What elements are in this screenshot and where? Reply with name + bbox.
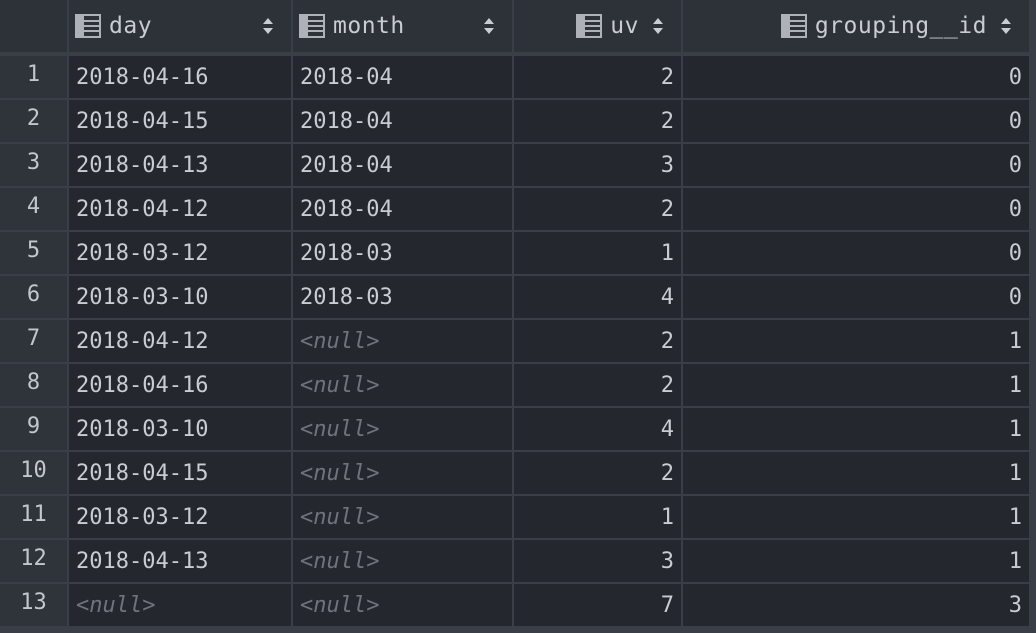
table-cell-month[interactable]: <null> [293,408,512,450]
column-header-grouping-id[interactable]: grouping__id [683,0,1029,52]
table-cell-day[interactable]: 2018-04-13 [69,144,291,186]
table-cell-grouping-id[interactable]: 0 [683,56,1029,98]
column-label: month [333,13,405,39]
table-cell-day[interactable]: 2018-04-16 [69,56,291,98]
row-number[interactable]: 13 [0,584,67,626]
table-cell-day[interactable]: 2018-04-15 [69,100,291,142]
table-cell-grouping-id[interactable]: 1 [683,364,1029,406]
row-number[interactable]: 8 [0,364,67,406]
sort-arrows-icon[interactable] [261,15,275,37]
table-cell-day[interactable]: 2018-04-12 [69,188,291,230]
table-cell-uv[interactable]: 2 [514,320,681,362]
table-cell-grouping-id[interactable]: 0 [683,144,1029,186]
table-cell-grouping-id[interactable]: 0 [683,276,1029,318]
table-cell-day[interactable]: 2018-03-10 [69,408,291,450]
row-number[interactable]: 6 [0,276,67,318]
sort-arrows-icon[interactable] [482,15,496,37]
table-column-icon [576,13,603,39]
row-number[interactable]: 11 [0,496,67,538]
table-column-icon [75,13,101,39]
table-cell-uv[interactable]: 2 [514,100,681,142]
table-cell-day[interactable]: 2018-04-16 [69,364,291,406]
row-number-header [0,0,67,52]
table-cell-uv[interactable]: 4 [514,408,681,450]
row-number[interactable]: 3 [0,144,67,186]
column-label: uv [610,13,639,39]
table-cell-grouping-id[interactable]: 0 [683,232,1029,274]
table-cell-day[interactable]: 2018-04-15 [69,452,291,494]
table-cell-uv[interactable]: 1 [514,232,681,274]
table-cell-month[interactable]: 2018-04 [293,100,512,142]
table-cell-uv[interactable]: 7 [514,584,681,626]
table-column-icon [299,13,325,39]
table-cell-month[interactable]: 2018-04 [293,188,512,230]
table-cell-month[interactable]: <null> [293,584,512,626]
table-cell-month[interactable]: 2018-04 [293,144,512,186]
table-cell-uv[interactable]: 1 [514,496,681,538]
table-cell-month[interactable]: 2018-03 [293,232,512,274]
sort-arrows-icon[interactable] [999,15,1013,37]
table-cell-month[interactable]: <null> [293,540,512,582]
table-cell-uv[interactable]: 4 [514,276,681,318]
row-number[interactable]: 4 [0,188,67,230]
row-number[interactable]: 12 [0,540,67,582]
row-number[interactable]: 1 [0,56,67,98]
table-cell-day[interactable]: 2018-03-10 [69,276,291,318]
table-cell-grouping-id[interactable]: 1 [683,540,1029,582]
table-cell-uv[interactable]: 3 [514,144,681,186]
table-cell-day[interactable]: <null> [69,584,291,626]
table-cell-month[interactable]: <null> [293,364,512,406]
table-cell-grouping-id[interactable]: 0 [683,188,1029,230]
table-cell-grouping-id[interactable]: 1 [683,452,1029,494]
table-cell-day[interactable]: 2018-04-13 [69,540,291,582]
table-cell-month[interactable]: 2018-04 [293,56,512,98]
table-cell-grouping-id[interactable]: 1 [683,408,1029,450]
table-cell-grouping-id[interactable]: 1 [683,496,1029,538]
table-cell-uv[interactable]: 2 [514,452,681,494]
table-cell-day[interactable]: 2018-04-12 [69,320,291,362]
table-cell-uv[interactable]: 2 [514,56,681,98]
row-number[interactable]: 7 [0,320,67,362]
row-number[interactable]: 2 [0,100,67,142]
row-number[interactable]: 9 [0,408,67,450]
table-cell-grouping-id[interactable]: 1 [683,320,1029,362]
row-number[interactable]: 5 [0,232,67,274]
table-cell-grouping-id[interactable]: 0 [683,100,1029,142]
table-cell-grouping-id[interactable]: 3 [683,584,1029,626]
table-cell-uv[interactable]: 3 [514,540,681,582]
column-label: day [109,13,153,39]
table-cell-month[interactable]: <null> [293,320,512,362]
table-cell-month[interactable]: <null> [293,496,512,538]
table-cell-day[interactable]: 2018-03-12 [69,496,291,538]
sort-arrows-icon[interactable] [651,15,665,37]
table-cell-month[interactable]: 2018-03 [293,276,512,318]
column-header-day[interactable]: day [69,0,291,52]
column-label: grouping__id [814,13,987,39]
row-number[interactable]: 10 [0,452,67,494]
table-cell-day[interactable]: 2018-03-12 [69,232,291,274]
table-cell-month[interactable]: <null> [293,452,512,494]
column-header-uv[interactable]: uv [514,0,681,52]
table-cell-uv[interactable]: 2 [514,188,681,230]
table-cell-uv[interactable]: 2 [514,364,681,406]
column-header-month[interactable]: month [293,0,512,52]
table-column-icon [780,13,807,39]
